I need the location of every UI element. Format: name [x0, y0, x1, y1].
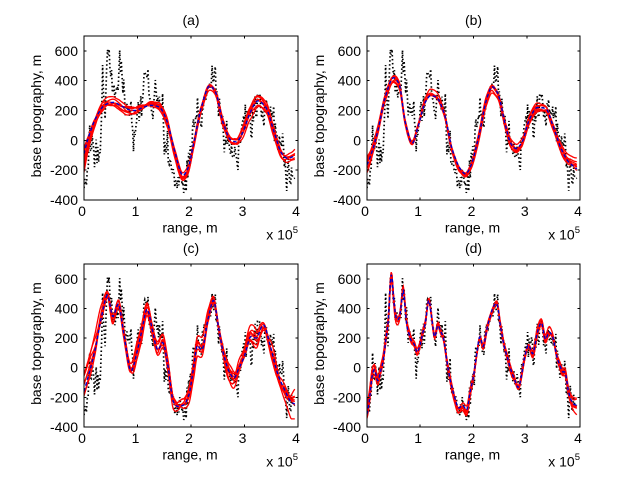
- svg-text:400: 400: [55, 73, 79, 89]
- svg-text:2: 2: [468, 430, 476, 446]
- svg-text:base topography, m: base topography, m: [28, 55, 44, 178]
- svg-text:0: 0: [78, 203, 86, 219]
- svg-text:-200: -200: [333, 389, 361, 405]
- svg-text:1: 1: [414, 203, 422, 219]
- svg-text:(a): (a): [182, 12, 199, 28]
- svg-text:-200: -200: [50, 162, 78, 178]
- svg-text:base topography, m: base topography, m: [311, 55, 327, 178]
- svg-text:4: 4: [574, 430, 582, 446]
- svg-text:(b): (b): [465, 12, 482, 28]
- svg-text:4: 4: [292, 430, 300, 446]
- svg-text:2: 2: [185, 430, 193, 446]
- svg-text:0: 0: [353, 132, 361, 148]
- svg-text:x 105: x 105: [266, 452, 298, 470]
- svg-text:range, m: range, m: [445, 447, 500, 463]
- svg-text:0: 0: [361, 430, 369, 446]
- svg-text:600: 600: [55, 271, 79, 287]
- svg-text:-200: -200: [333, 162, 361, 178]
- svg-text:1: 1: [132, 430, 140, 446]
- svg-text:3: 3: [521, 430, 529, 446]
- svg-text:400: 400: [338, 73, 362, 89]
- svg-text:200: 200: [338, 330, 362, 346]
- svg-text:3: 3: [239, 430, 247, 446]
- svg-text:-400: -400: [50, 419, 78, 435]
- svg-text:(c): (c): [183, 240, 199, 256]
- svg-text:(d): (d): [465, 240, 482, 256]
- svg-text:600: 600: [55, 43, 79, 59]
- svg-text:x 105: x 105: [266, 225, 298, 243]
- svg-text:base topography, m: base topography, m: [311, 282, 327, 405]
- svg-text:3: 3: [521, 203, 529, 219]
- svg-text:0: 0: [361, 203, 369, 219]
- svg-text:600: 600: [338, 271, 362, 287]
- svg-text:600: 600: [338, 43, 362, 59]
- svg-text:range, m: range, m: [162, 447, 217, 463]
- svg-text:base topography, m: base topography, m: [28, 282, 44, 405]
- svg-text:4: 4: [292, 203, 300, 219]
- svg-text:x 105: x 105: [548, 225, 580, 243]
- svg-text:1: 1: [132, 203, 140, 219]
- svg-text:4: 4: [574, 203, 582, 219]
- svg-text:-400: -400: [50, 192, 78, 208]
- svg-text:x 105: x 105: [548, 452, 580, 470]
- svg-text:0: 0: [70, 132, 78, 148]
- svg-text:-200: -200: [50, 389, 78, 405]
- svg-text:range, m: range, m: [162, 220, 217, 236]
- svg-text:0: 0: [353, 360, 361, 376]
- svg-text:200: 200: [55, 103, 79, 119]
- svg-text:0: 0: [78, 430, 86, 446]
- svg-text:0: 0: [70, 360, 78, 376]
- svg-text:2: 2: [468, 203, 476, 219]
- svg-text:-400: -400: [333, 192, 361, 208]
- svg-text:200: 200: [338, 103, 362, 119]
- svg-text:2: 2: [185, 203, 193, 219]
- svg-text:1: 1: [414, 430, 422, 446]
- svg-text:3: 3: [239, 203, 247, 219]
- svg-text:range, m: range, m: [445, 220, 500, 236]
- svg-text:200: 200: [55, 330, 79, 346]
- svg-text:400: 400: [338, 301, 362, 317]
- svg-text:-400: -400: [333, 419, 361, 435]
- svg-text:400: 400: [55, 301, 79, 317]
